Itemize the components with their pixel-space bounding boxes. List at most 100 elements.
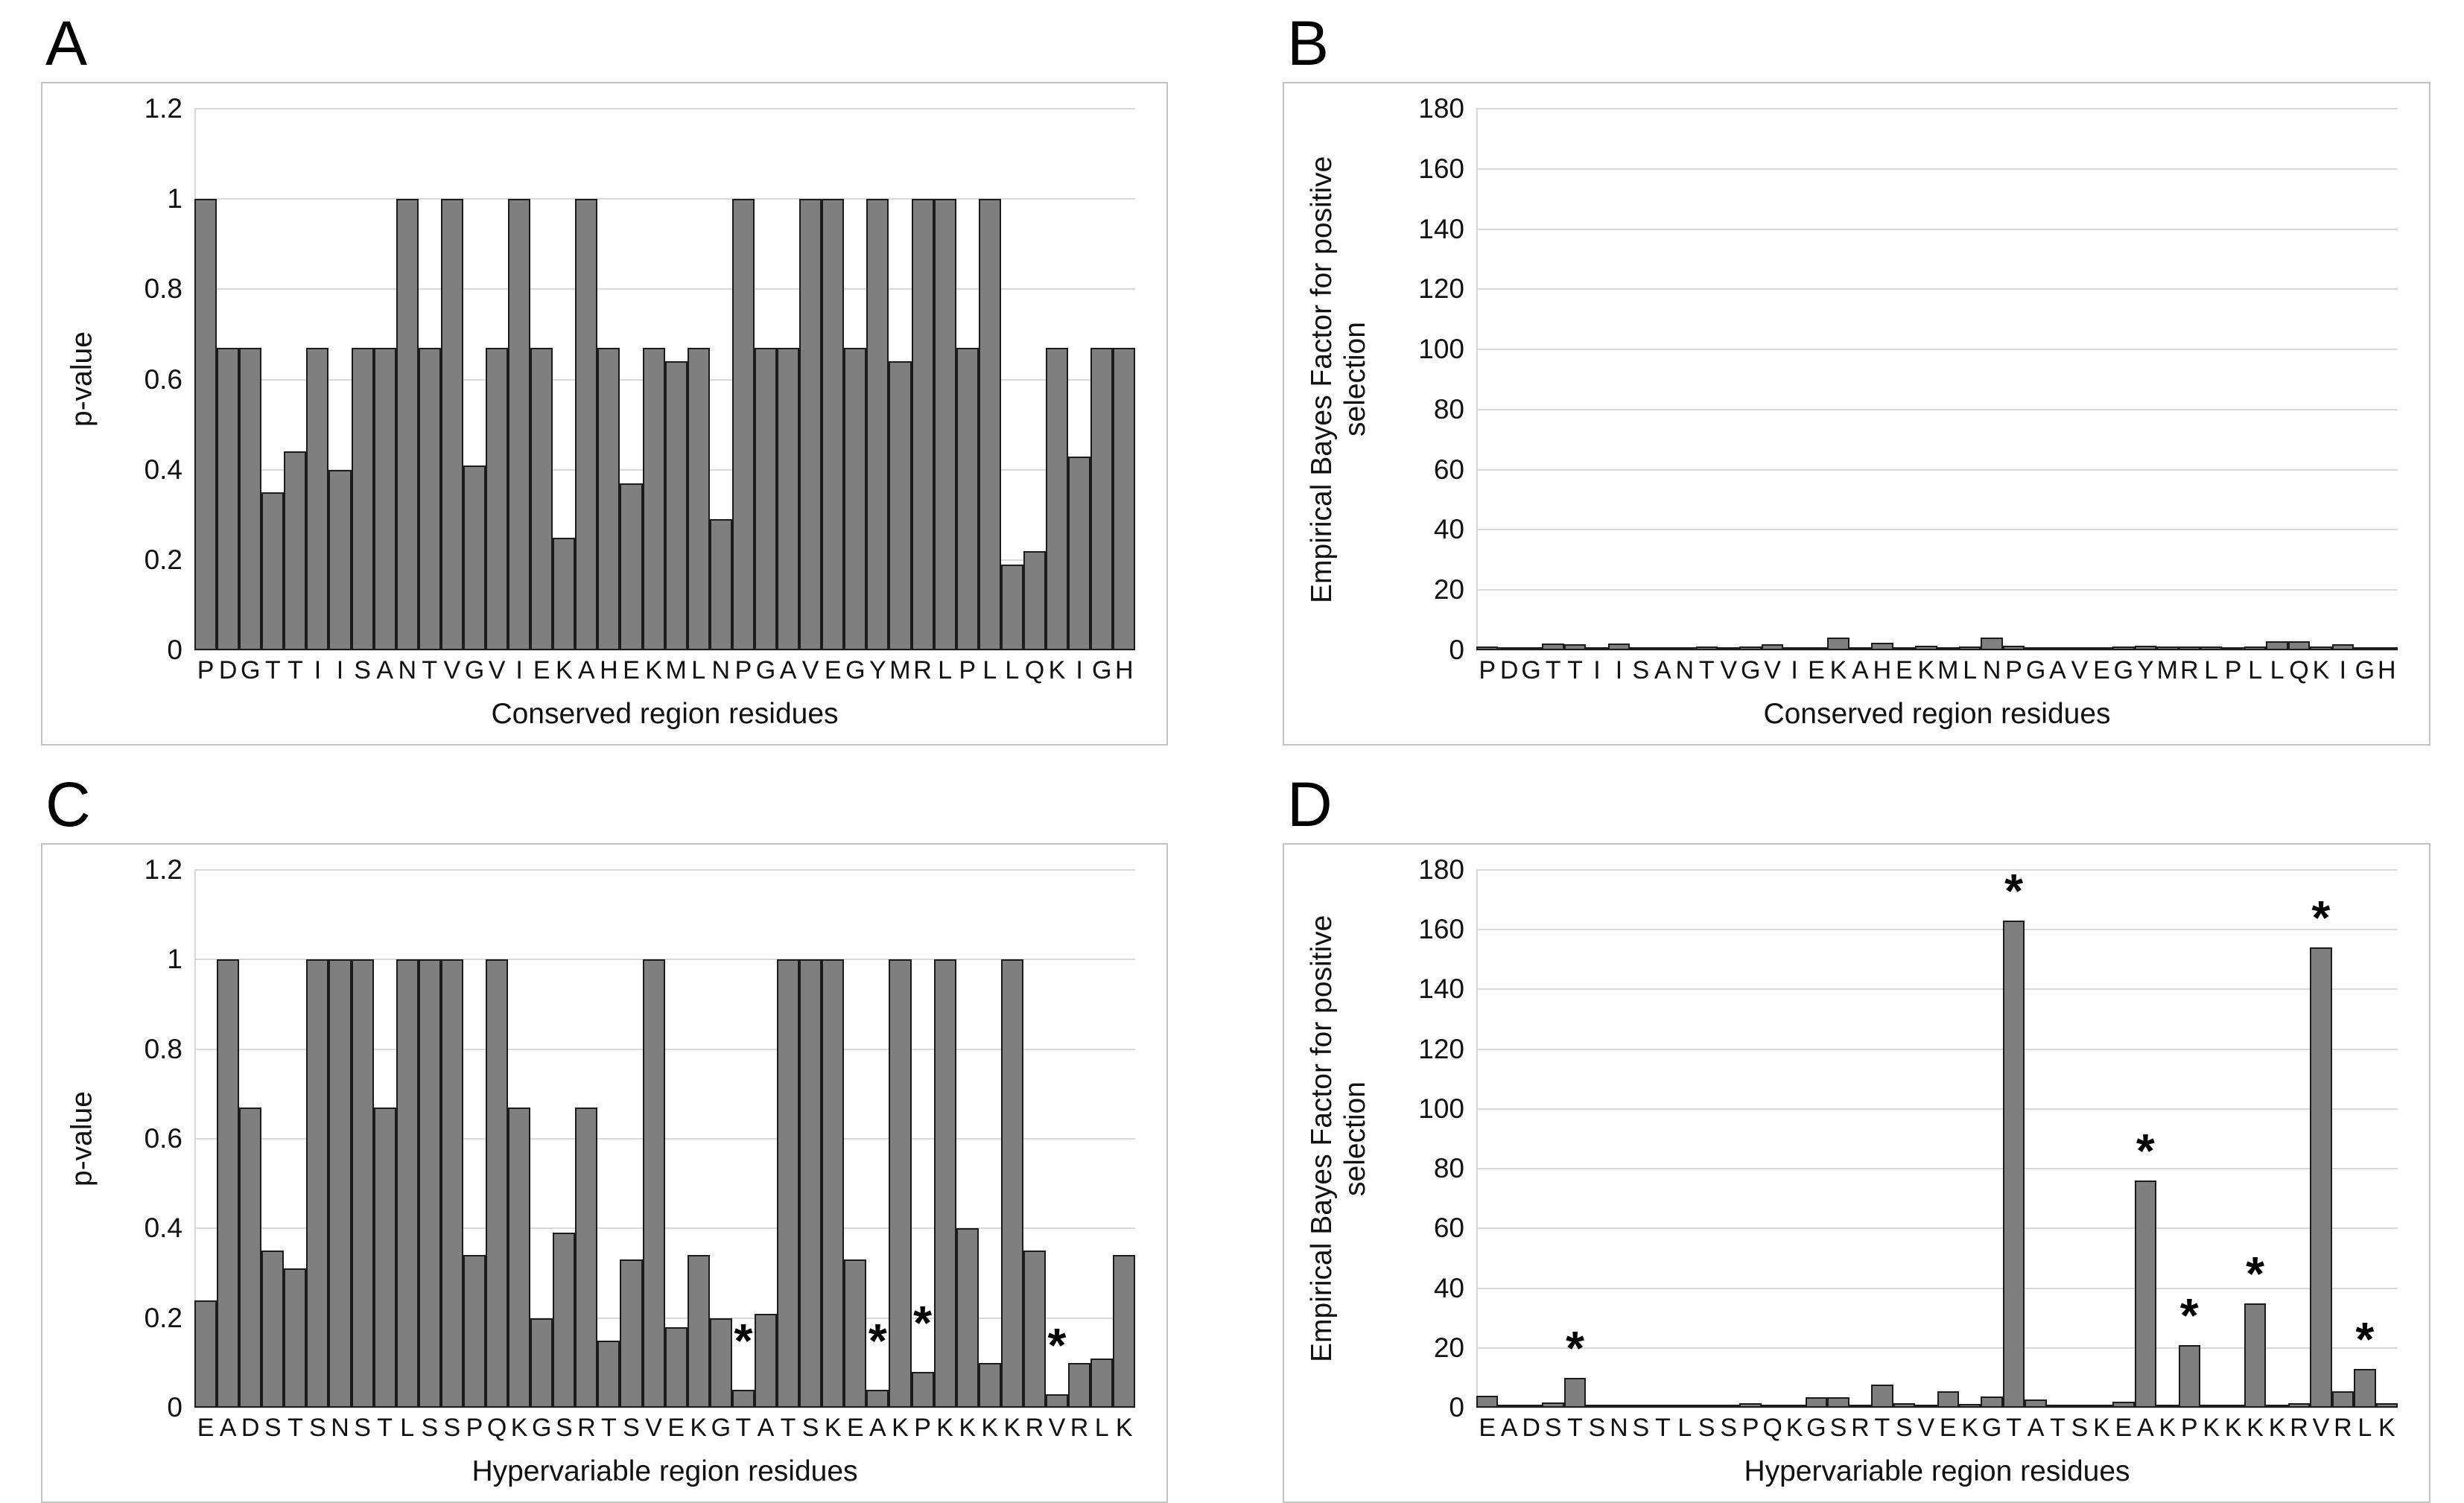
bar-series: * * * * * * * xyxy=(1476,867,2398,1408)
x-tick-label: S xyxy=(1632,1413,1650,1442)
bar-cell xyxy=(2068,870,2091,1408)
bar-cell xyxy=(2222,870,2244,1408)
bar-cell xyxy=(2068,109,2091,650)
x-tick-label: E xyxy=(1939,1413,1957,1442)
plot-area: * * * * xyxy=(194,869,1136,1408)
bar xyxy=(709,519,732,650)
bar-cell: * xyxy=(731,870,755,1408)
bar xyxy=(1651,647,1674,650)
bar-cell xyxy=(1045,109,1069,650)
x-tick-label: G xyxy=(1091,655,1112,684)
y-tick-label: 140 xyxy=(1418,973,1464,1005)
bar xyxy=(2244,1303,2267,1408)
bar xyxy=(306,348,329,650)
bar xyxy=(2222,647,2244,650)
y-axis-ticks: 0 20 40 60 80 100 120 140 160 180 xyxy=(1394,93,1476,665)
bar xyxy=(2266,1405,2288,1408)
bar-cell xyxy=(1090,109,1114,650)
x-tick-label: A xyxy=(376,655,393,684)
bar-cell xyxy=(822,109,845,650)
bar-cell xyxy=(2156,870,2179,1408)
bar-cell xyxy=(530,109,553,650)
x-tick-label: V xyxy=(2312,1413,2330,1442)
x-tick-label: M xyxy=(665,655,687,684)
bar-cell xyxy=(1849,109,1872,650)
bar-cell xyxy=(799,109,822,650)
bar xyxy=(508,1107,531,1408)
bar xyxy=(1981,637,2003,650)
bar-cell xyxy=(1630,870,1652,1408)
bar-cell xyxy=(2025,870,2047,1408)
bar-cell xyxy=(1000,870,1023,1408)
gridline xyxy=(1476,529,2398,531)
bar xyxy=(396,199,419,650)
x-tick-label: T xyxy=(1698,655,1715,684)
bar xyxy=(1498,1405,1520,1408)
bar-cell xyxy=(642,109,665,650)
y-tick-label: 180 xyxy=(1418,854,1464,885)
gridline xyxy=(1476,1407,2398,1408)
bar-cell xyxy=(933,109,956,650)
bar-cell xyxy=(1674,109,1696,650)
x-tick-label: E xyxy=(1895,655,1913,684)
x-tick-label: K xyxy=(1917,655,1935,684)
x-tick-label: G xyxy=(845,655,866,684)
bar-cell xyxy=(1113,870,1136,1408)
significance-asterisk: * xyxy=(2311,891,2331,945)
x-tick-label: I xyxy=(1791,655,1798,684)
bar xyxy=(978,199,1001,650)
y-tick-label: 80 xyxy=(1433,1153,1464,1184)
bar-cell xyxy=(328,870,352,1408)
bar-cell xyxy=(306,109,329,650)
bar xyxy=(1113,1255,1136,1408)
bar-cell xyxy=(486,870,509,1408)
x-tick-label: V xyxy=(443,655,461,684)
bar-cell xyxy=(306,870,329,1408)
bar xyxy=(597,348,620,650)
x-tick-label: S xyxy=(1544,1413,1562,1442)
x-tick-label: D xyxy=(1522,1413,1540,1442)
bar xyxy=(978,1362,1001,1408)
gridline xyxy=(1476,108,2398,109)
bar-cell xyxy=(1915,870,1937,1408)
x-tick-label: K xyxy=(936,1413,953,1442)
bar-cell: * xyxy=(2354,870,2376,1408)
bar-cell xyxy=(1981,870,2003,1408)
bar-cell xyxy=(687,870,710,1408)
bar-cell xyxy=(1958,870,1981,1408)
x-tick-label: E xyxy=(533,655,550,684)
bar xyxy=(1563,1377,1587,1408)
x-tick-label: V xyxy=(645,1413,662,1442)
bar xyxy=(396,959,419,1408)
bar xyxy=(687,1255,710,1408)
bar-cell xyxy=(1068,109,1091,650)
bar-cell xyxy=(396,870,419,1408)
bar-cell xyxy=(1849,870,1872,1408)
bar-cell xyxy=(553,870,576,1408)
bar xyxy=(284,451,307,650)
bar xyxy=(1000,959,1023,1408)
bar xyxy=(217,959,240,1408)
bar xyxy=(1958,1403,1981,1408)
bar-cell xyxy=(2025,109,2047,650)
bar xyxy=(2156,1405,2179,1408)
bar xyxy=(731,199,755,650)
x-tick-label: G xyxy=(240,655,261,684)
significance-asterisk: * xyxy=(868,1313,887,1367)
panel-d: D Empirical Bayes Factor for positive se… xyxy=(1283,767,2430,1503)
bar-cell xyxy=(1651,870,1674,1408)
bar xyxy=(553,537,576,650)
x-tick-label: I xyxy=(336,655,344,684)
x-tick-label: G xyxy=(531,1413,552,1442)
bar-cell xyxy=(1915,109,1937,650)
bar xyxy=(597,1340,620,1408)
bar xyxy=(575,1107,598,1408)
gridline xyxy=(1476,349,2398,351)
bar-cell: * xyxy=(2244,870,2267,1408)
y-tick-label: 0.4 xyxy=(144,454,182,485)
x-tick-label: N xyxy=(331,1413,349,1442)
x-tick-label: S xyxy=(1895,1413,1913,1442)
bar xyxy=(2112,1401,2135,1408)
